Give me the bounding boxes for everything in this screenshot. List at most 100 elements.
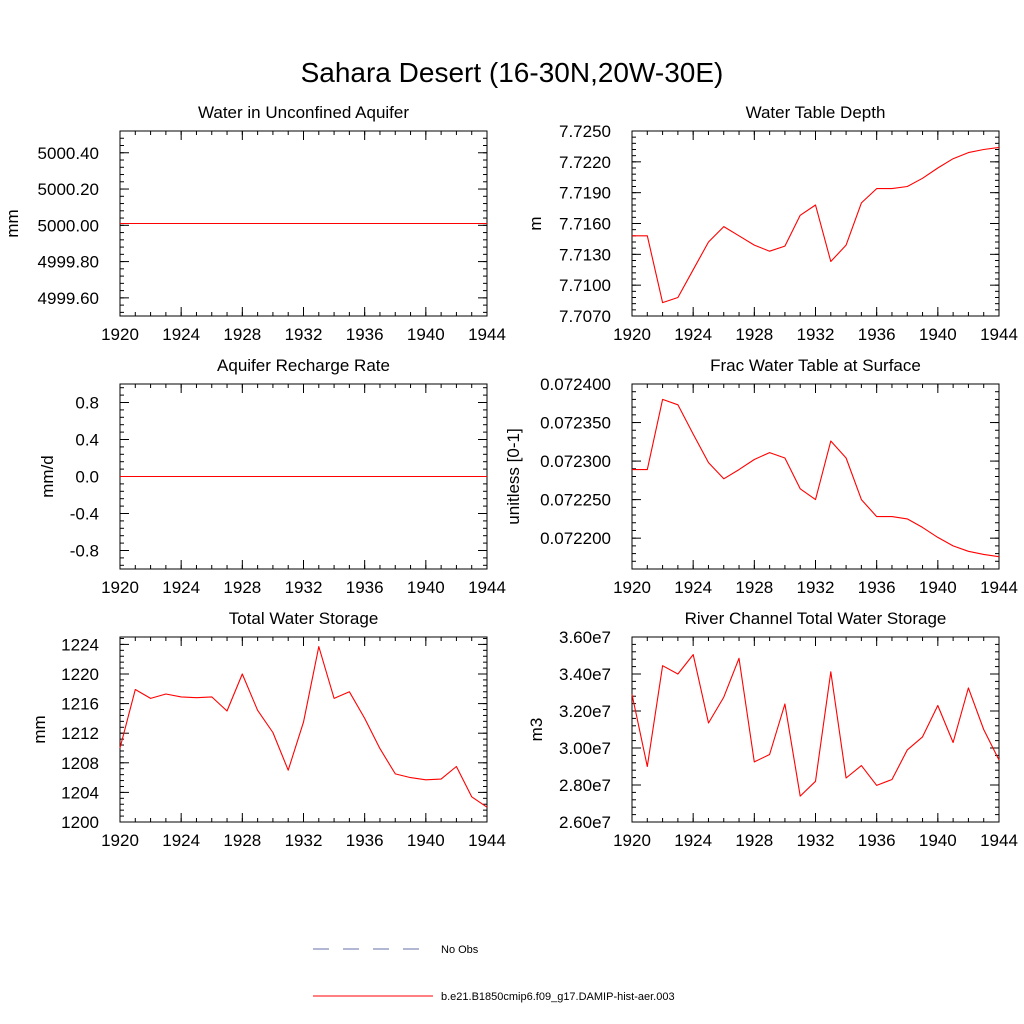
x-tick-label: 1936 xyxy=(346,831,384,850)
y-tick-label: 7.7130 xyxy=(559,245,611,264)
y-tick-label: 7.7250 xyxy=(559,122,611,141)
y-tick-label: 0.072200 xyxy=(540,529,611,548)
y-tick-label: 0.072300 xyxy=(540,452,611,471)
x-tick-label: 1920 xyxy=(613,325,651,344)
chart-panel-5: River Channel Total Water Storage 1920 192… xyxy=(527,609,1018,850)
x-tick-label: 1928 xyxy=(223,325,261,344)
panel-title: Total Water Storage xyxy=(229,609,379,628)
x-tick-label: 1936 xyxy=(858,831,896,850)
y-tick-label: 1212 xyxy=(61,724,99,743)
y-tick-label: 3.20e7 xyxy=(559,702,611,721)
panel-title: River Channel Total Water Storage xyxy=(685,609,947,628)
chart-panel-1: Water Table Depth 1920 1924 1928 1932 1936 194… xyxy=(526,103,1018,344)
x-tick-label: 1932 xyxy=(797,578,835,597)
x-tick-label: 1940 xyxy=(407,325,445,344)
x-tick-label: 1944 xyxy=(468,578,506,597)
panel-title: Frac Water Table at Surface xyxy=(710,356,921,375)
chart-panel-2: Aquifer Recharge Rate 1920 1924 1928 1932 193… xyxy=(38,356,506,597)
y-tick-label: 5000.00 xyxy=(38,216,99,235)
y-axis-label: mm/d xyxy=(38,455,57,498)
x-tick-label: 1932 xyxy=(797,831,835,850)
y-axis-label: mm xyxy=(3,209,22,237)
chart-panel-4: Total Water Storage 1920 1924 1928 1932 1936 1… xyxy=(30,609,506,850)
y-tick-label: 0.4 xyxy=(75,431,99,450)
y-axis-label: m xyxy=(526,216,545,230)
y-tick-label: 0.072350 xyxy=(540,414,611,433)
x-tick-label: 1928 xyxy=(735,831,773,850)
x-tick-label: 1920 xyxy=(101,578,139,597)
y-tick-label: 4999.80 xyxy=(38,253,99,272)
x-tick-label: 1940 xyxy=(407,831,445,850)
x-tick-label: 1940 xyxy=(919,325,957,344)
y-tick-label: 2.60e7 xyxy=(559,813,611,832)
plot-frame xyxy=(119,636,488,823)
y-tick-label: -0.8 xyxy=(70,542,99,561)
x-tick-label: 1940 xyxy=(407,578,445,597)
x-tick-label: 1924 xyxy=(162,578,200,597)
x-tick-label: 1940 xyxy=(919,831,957,850)
legend-label-no-obs: No Obs xyxy=(441,944,479,956)
y-tick-label: 1200 xyxy=(61,813,99,832)
y-tick-label: 7.7100 xyxy=(559,276,611,295)
y-tick-label: 1216 xyxy=(61,695,99,714)
x-tick-label: 1932 xyxy=(285,831,323,850)
y-tick-label: 2.80e7 xyxy=(559,776,611,795)
x-tick-label: 1928 xyxy=(223,831,261,850)
x-tick-label: 1936 xyxy=(346,578,384,597)
y-tick-label: 5000.20 xyxy=(38,180,99,199)
x-tick-label: 1924 xyxy=(674,831,712,850)
chart-panel-3: Frac Water Table at Surface 1920 1924 1928 1… xyxy=(504,356,1018,597)
panel-title: Water Table Depth xyxy=(746,103,886,122)
y-tick-label: -0.4 xyxy=(70,505,99,524)
x-tick-label: 1924 xyxy=(674,325,712,344)
y-tick-label: 0.072250 xyxy=(540,491,611,510)
x-tick-label: 1944 xyxy=(980,325,1018,344)
y-tick-label: 7.7070 xyxy=(559,307,611,326)
x-tick-label: 1932 xyxy=(285,578,323,597)
chart-panels: Water in Unconfined Aquifer 1920 1924 1928 1… xyxy=(3,103,1018,850)
y-tick-label: 7.7220 xyxy=(559,153,611,172)
figure-title: Sahara Desert (16-30N,20W-30E) xyxy=(301,57,724,88)
x-tick-label: 1944 xyxy=(468,325,506,344)
series-line xyxy=(631,654,1000,797)
y-axis-label: m3 xyxy=(527,718,546,742)
series-line xyxy=(632,146,1000,304)
x-tick-label: 1932 xyxy=(797,325,835,344)
legend-label-model: b.e21.B1850cmip6.f09_g17.DAMIP-hist-aer.… xyxy=(441,991,675,1003)
y-tick-label: 7.7160 xyxy=(559,215,611,234)
x-tick-label: 1928 xyxy=(223,578,261,597)
y-tick-label: 5000.40 xyxy=(38,144,99,163)
y-tick-label: 1224 xyxy=(61,635,99,654)
x-tick-label: 1924 xyxy=(674,578,712,597)
x-tick-label: 1924 xyxy=(162,325,200,344)
y-tick-label: 0.0 xyxy=(75,468,99,487)
plot-frame xyxy=(631,130,1000,317)
x-tick-label: 1936 xyxy=(858,325,896,344)
x-tick-label: 1920 xyxy=(101,831,139,850)
y-tick-label: 0.8 xyxy=(75,394,99,413)
x-tick-label: 1928 xyxy=(735,325,773,344)
x-tick-label: 1936 xyxy=(858,578,896,597)
plot-frame xyxy=(631,636,1000,823)
y-tick-label: 0.072400 xyxy=(540,375,611,394)
x-tick-label: 1944 xyxy=(468,831,506,850)
y-tick-label: 3.00e7 xyxy=(559,739,611,758)
legend: No Obs b.e21.B1850cmip6.f09_g17.DAMIP-hi… xyxy=(313,944,675,1003)
y-tick-label: 7.7190 xyxy=(559,184,611,203)
series-line xyxy=(119,646,488,808)
y-axis-label: mm xyxy=(30,715,49,743)
x-tick-label: 1920 xyxy=(613,578,651,597)
x-tick-label: 1924 xyxy=(162,831,200,850)
y-tick-label: 1204 xyxy=(61,783,99,802)
chart-panel-0: Water in Unconfined Aquifer 1920 1924 1928 1… xyxy=(3,103,506,344)
y-tick-label: 1220 xyxy=(61,665,99,684)
y-tick-label: 4999.60 xyxy=(38,289,99,308)
x-tick-label: 1920 xyxy=(613,831,651,850)
x-tick-label: 1940 xyxy=(919,578,957,597)
x-tick-label: 1944 xyxy=(980,831,1018,850)
x-tick-label: 1944 xyxy=(980,578,1018,597)
x-tick-label: 1932 xyxy=(285,325,323,344)
series-line xyxy=(632,398,1000,558)
y-tick-label: 3.60e7 xyxy=(559,628,611,647)
